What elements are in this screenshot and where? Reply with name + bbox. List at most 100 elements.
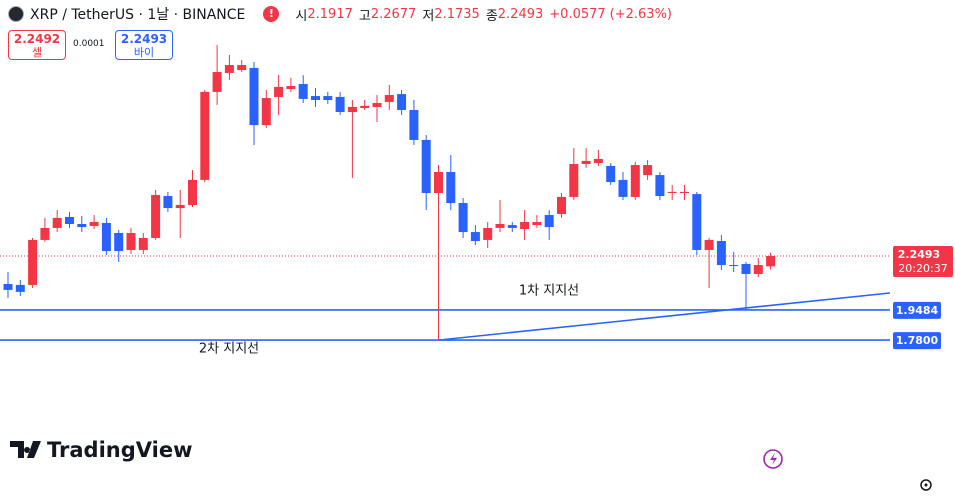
- candle-body: [446, 172, 456, 204]
- sell-label: 셀: [31, 46, 43, 59]
- candle-body: [704, 239, 714, 250]
- price-label: 1.9484: [896, 304, 939, 317]
- legend-value: 2.1917: [307, 6, 353, 22]
- buy-button[interactable]: 2.2493 바이: [115, 30, 173, 60]
- sell-button[interactable]: 2.2492 셀: [8, 30, 66, 60]
- candle-body: [15, 284, 25, 292]
- candle-body: [507, 225, 517, 228]
- candle-body: [40, 227, 50, 240]
- lightning-icon: [763, 449, 783, 469]
- candle-body: [606, 165, 616, 183]
- candle-body: [28, 239, 38, 285]
- buy-price: 2.2493: [120, 32, 168, 46]
- buy-label: 바이: [133, 46, 155, 59]
- candle-body: [753, 265, 763, 274]
- watermark-text: TradingView: [47, 438, 192, 462]
- candle-body: [557, 196, 566, 214]
- price-label-box: [893, 332, 941, 350]
- trendline: [438, 292, 890, 341]
- candle-body: [692, 194, 702, 250]
- price-label-box: [893, 301, 941, 319]
- candle-body: [741, 263, 751, 274]
- candle-body: [360, 105, 370, 109]
- candle-body: [298, 84, 308, 99]
- candle-body: [126, 232, 136, 250]
- candle-body: [470, 232, 480, 242]
- candle-body: [544, 215, 554, 228]
- candle-body: [77, 223, 87, 228]
- candle-body: [766, 256, 776, 267]
- watermark-logo: [10, 441, 41, 458]
- candle-body: [458, 203, 468, 233]
- last-price-label: 2.2493: [898, 248, 940, 261]
- candle-body: [224, 65, 234, 73]
- settings-icon-dot: [924, 483, 928, 487]
- legend-label: 고: [358, 8, 371, 24]
- candle-body: [409, 110, 419, 140]
- candle-body: [520, 222, 530, 230]
- annotation: 2차 지지선: [199, 342, 259, 357]
- candle-body: [212, 72, 222, 92]
- candle-body: [729, 265, 739, 267]
- sell-price: 2.2492: [13, 32, 61, 46]
- candle-body: [261, 98, 271, 126]
- candle-body: [52, 217, 62, 228]
- candle-body: [643, 165, 653, 176]
- watermark: TradingView: [10, 438, 192, 462]
- candle-body: [114, 232, 124, 252]
- candle-body: [384, 94, 394, 102]
- legend-label: 종: [485, 8, 498, 24]
- candle-body: [163, 196, 173, 209]
- change: +0.0577: [549, 6, 606, 22]
- candle-body: [630, 165, 640, 197]
- spread: 0.0001: [73, 39, 105, 49]
- lightning-bolt: [770, 453, 777, 465]
- candle-body: [581, 160, 591, 164]
- candle-body: [101, 222, 111, 252]
- price-label: 1.7800: [896, 334, 939, 347]
- candle-body: [151, 194, 161, 238]
- annotation: 1차 지지선: [519, 284, 579, 299]
- candle-body: [483, 227, 493, 240]
- candle-body: [311, 96, 320, 100]
- candle-body: [286, 86, 296, 90]
- candle-body: [593, 158, 603, 164]
- candle-body: [434, 172, 443, 193]
- candle-body: [618, 179, 628, 197]
- alert-icon[interactable]: !: [263, 6, 280, 22]
- settings-icon[interactable]: [920, 479, 932, 491]
- candle-body: [655, 175, 665, 197]
- candle-body: [421, 139, 431, 193]
- countdown: 20:20:37: [898, 262, 947, 275]
- change-pct: (+2.63%): [609, 6, 673, 22]
- candle-body: [532, 222, 542, 226]
- coin-icon: [8, 6, 24, 22]
- legend-label: 저: [422, 8, 435, 24]
- legend-value: 2.2677: [370, 6, 417, 22]
- legend-value: 2.2493: [497, 6, 544, 22]
- candle-body: [372, 103, 382, 107]
- candle-body: [188, 179, 197, 205]
- candle-body: [323, 96, 333, 100]
- candle-body: [274, 86, 284, 97]
- candle-body: [200, 91, 210, 180]
- candle-body: [3, 284, 13, 290]
- candle-body: [397, 94, 407, 111]
- candle-body: [716, 241, 726, 266]
- candle-body: [335, 96, 345, 112]
- chart-title: XRP / TetherUS · 1날 · BINANCE: [30, 7, 246, 23]
- header: XRP / TetherUS · 1날 · BINANCE ! 시 2.1917 …: [8, 4, 672, 24]
- candle-body: [138, 237, 148, 250]
- candle-body: [65, 217, 74, 224]
- candle-body: [495, 223, 505, 228]
- candle-body: [175, 204, 185, 209]
- candle-body: [347, 106, 357, 112]
- candle-body: [237, 65, 247, 71]
- candle-body: [680, 191, 689, 193]
- legend-label: 시: [295, 8, 308, 24]
- candle-body: [667, 191, 677, 193]
- candle-body: [569, 163, 579, 197]
- legend-value: 2.1735: [434, 6, 480, 22]
